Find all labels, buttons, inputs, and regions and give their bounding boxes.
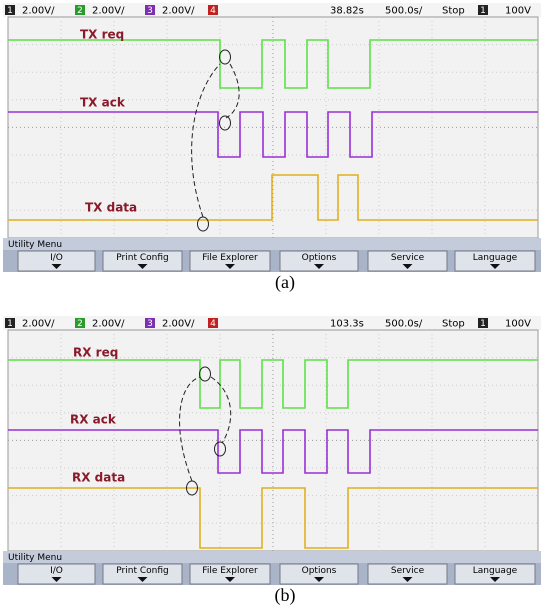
figure: 12.00V/22.00V/32.00V/438.82s500.0s/Stop1…: [0, 0, 544, 605]
channel-number: 3: [147, 319, 153, 329]
signal-label: RX data: [72, 471, 125, 485]
channel-scale: 2.00V/: [162, 6, 195, 17]
channel-number: 1: [7, 6, 13, 16]
scope-panel: 1 2.00V/2 2.00V/3 2.00V/4 103.3s 500.0s/Stop 1…: [3, 316, 541, 605]
menu-button[interactable]: Service: [368, 251, 447, 271]
button-label[interactable]: I/O: [50, 253, 63, 263]
button-label[interactable]: Options: [302, 253, 337, 263]
signal-label: TX data: [85, 201, 137, 215]
channel-scale: 2.00V/: [92, 319, 125, 330]
channel-number: 4: [210, 319, 216, 329]
button-label[interactable]: Options: [302, 566, 337, 576]
timebase: 500.0s/: [385, 319, 423, 330]
signal-label: TX ack: [80, 96, 126, 110]
menu-button[interactable]: File Explorer: [190, 251, 270, 271]
channel-number: 4: [210, 6, 216, 16]
caption: (b): [275, 585, 296, 605]
menu-title-bar: [3, 238, 541, 250]
menu-button[interactable]: Service: [368, 564, 447, 584]
signal-label: RX req: [73, 346, 118, 360]
page: 12.00V/22.00V/32.00V/438.82s500.0s/Stop1…: [0, 0, 544, 605]
button-label[interactable]: Print Config: [116, 253, 168, 263]
timebase: 500.0s/: [385, 6, 423, 17]
channel-number: 1: [7, 319, 13, 329]
run-mode: Stop: [442, 6, 465, 17]
run-mode: Stop: [442, 319, 465, 330]
trigger-delay: 103.3s: [330, 319, 364, 330]
button-label[interactable]: Language: [473, 566, 518, 576]
button-label[interactable]: Service: [391, 566, 425, 576]
button-label[interactable]: I/O: [50, 566, 63, 576]
menu-button[interactable]: I/O: [18, 564, 95, 584]
channel-scale: 2.00V/: [22, 319, 55, 330]
channel-scale: 2.00V/: [22, 6, 55, 17]
button-label[interactable]: File Explorer: [202, 253, 258, 263]
button-label[interactable]: Language: [473, 253, 518, 263]
trigger-level: 100V: [505, 319, 531, 330]
trigger-level: 100V: [505, 6, 531, 17]
button-label[interactable]: Service: [391, 253, 425, 263]
menu-title: Utility Menu: [8, 240, 62, 250]
channel-number: 3: [147, 6, 153, 16]
menu-button[interactable]: File Explorer: [190, 564, 270, 584]
signal-label: TX req: [80, 28, 124, 42]
menu-button[interactable]: Options: [280, 564, 358, 584]
channel-scale: 2.00V/: [92, 6, 125, 17]
menu-button[interactable]: Language: [455, 251, 535, 271]
channel-number: 2: [77, 319, 83, 329]
menu-title: Utility Menu: [8, 553, 62, 563]
scope-panel: 1 2.00V/2 2.00V/3 2.00V/4 38.82s 500.0s/Stop 1…: [3, 3, 541, 293]
trigger-delay: 38.82s: [330, 6, 364, 17]
menu-button[interactable]: Print Config: [103, 251, 182, 271]
button-label[interactable]: File Explorer: [202, 566, 258, 576]
menu-title-bar: [3, 551, 541, 563]
menu-button[interactable]: I/O: [18, 251, 95, 271]
menu-button[interactable]: Options: [280, 251, 358, 271]
menu-button[interactable]: Language: [455, 564, 535, 584]
channel-number: 2: [77, 6, 83, 16]
menu-button[interactable]: Print Config: [103, 564, 182, 584]
trigger-source: 1: [480, 319, 486, 329]
caption: (a): [275, 272, 295, 293]
trigger-source: 1: [480, 6, 486, 16]
signal-label: RX ack: [70, 413, 117, 427]
button-label[interactable]: Print Config: [116, 566, 168, 576]
channel-scale: 2.00V/: [162, 319, 195, 330]
